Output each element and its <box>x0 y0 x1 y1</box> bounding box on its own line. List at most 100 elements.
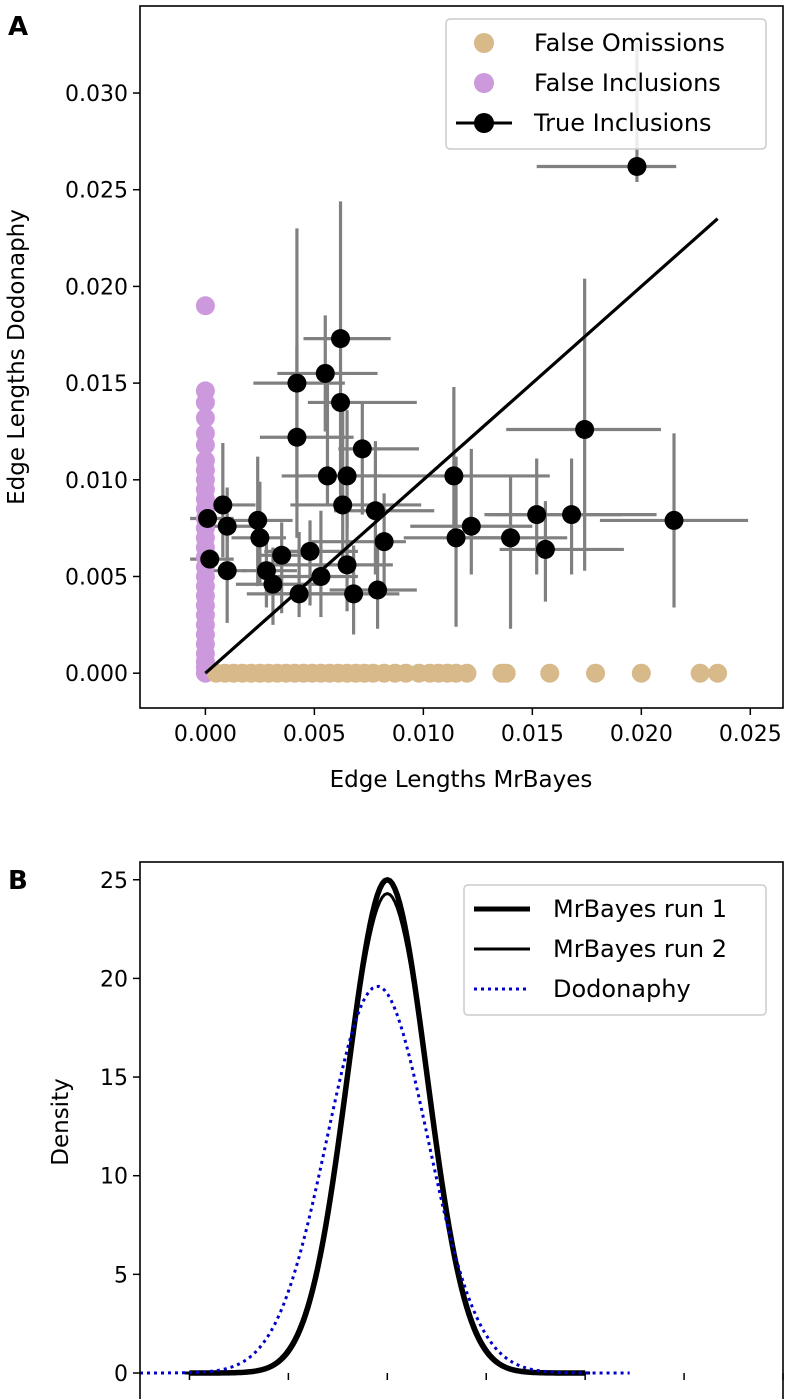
panel-b-y-tick-label: 0 <box>114 1362 128 1387</box>
false-omission-point <box>631 663 651 683</box>
true-inclusion-point <box>501 528 521 548</box>
panel-a-legend-box <box>445 18 767 150</box>
false-inclusion-point <box>195 435 215 455</box>
true-inclusion-point <box>217 561 237 581</box>
true-inclusion-point <box>317 466 337 486</box>
true-inclusion-point <box>446 528 466 548</box>
true-inclusion-point <box>575 420 595 440</box>
panel-a-y-tick-label: 0.020 <box>65 275 128 300</box>
true-inclusion-point <box>562 505 582 525</box>
panel-b-legend-box <box>463 884 767 1016</box>
true-inclusion-point <box>333 495 353 515</box>
false-omission-point <box>396 663 416 683</box>
panel-a-x-tick-label: 0.020 <box>610 722 673 747</box>
false-omission-point <box>690 663 710 683</box>
legend-marker-false-omissions <box>474 33 494 53</box>
false-omission-point <box>540 663 560 683</box>
true-inclusion-point <box>664 510 684 530</box>
true-inclusion-point <box>344 584 364 604</box>
legend-label-mrbayes-run-1: MrBayes run 1 <box>553 895 727 923</box>
panel-b-y-tick-label: 5 <box>114 1263 128 1288</box>
panel-a-x-tick-label: 0.025 <box>719 722 782 747</box>
true-inclusion-point <box>248 510 268 530</box>
panel-b-y-tick-label: 15 <box>100 1066 128 1091</box>
panel-a-y-tick-label: 0.030 <box>65 82 128 107</box>
panel-b-y-tick-label: 25 <box>100 869 128 894</box>
panel-a-x-tick-label: 0.005 <box>283 722 346 747</box>
true-inclusion-error-bar <box>338 402 419 515</box>
panel-b-frame <box>139 861 784 1399</box>
panel-b-y-axis: 0 5 10 15 20 25 <box>100 869 140 1387</box>
true-inclusion-point <box>289 584 309 604</box>
true-inclusion-point <box>256 561 276 581</box>
true-inclusion-point <box>337 466 357 486</box>
false-omission-point <box>586 663 606 683</box>
panel-a-legend: False Omissions False Inclusions True In… <box>445 18 767 150</box>
true-inclusion-point <box>272 545 292 565</box>
panel-a-y-tick-label: 0.010 <box>65 469 128 494</box>
true-inclusion-point <box>311 566 331 586</box>
true-inclusion-point <box>331 329 351 349</box>
true-inclusion-point <box>300 541 320 561</box>
density-curve-dodonaphy <box>140 984 630 1375</box>
panel-a-x-tick-label: 0.000 <box>174 722 237 747</box>
true-inclusion-error-bar <box>303 201 391 347</box>
panel-a-y-tick-label: 0.000 <box>65 662 128 687</box>
legend-label-mrbayes-run-2: MrBayes run 2 <box>553 935 727 963</box>
true-inclusion-point <box>365 501 385 521</box>
panel-a-y-axis-label: Edge Lengths Dodonaphy <box>4 209 30 505</box>
panel-b-legend: MrBayes run 1 MrBayes run 2 Dodonaphy <box>463 884 767 1016</box>
legend-marker-false-inclusions <box>474 73 494 93</box>
true-inclusion-point <box>352 439 372 459</box>
panel-a-x-axis: 0.000 0.005 0.010 0.015 0.020 0.025 <box>174 708 782 747</box>
panel-a-y-axis: 0.000 0.005 0.010 0.015 0.020 0.025 0.030 <box>65 82 140 687</box>
true-inclusion-point <box>198 508 218 528</box>
true-inclusion-point <box>200 549 220 569</box>
panel-b-x-axis <box>188 1373 784 1380</box>
true-inclusion-point <box>444 466 464 486</box>
false-inclusion-point <box>195 408 215 428</box>
panel-b-y-tick-label: 10 <box>100 1165 128 1190</box>
true-inclusion-point <box>287 373 307 393</box>
legend-label-false-inclusions: False Inclusions <box>534 69 721 97</box>
identity-line <box>204 217 719 675</box>
legend-marker-true-inclusions <box>474 113 494 133</box>
true-inclusion-point <box>250 528 270 548</box>
panel-a-x-tick-label: 0.010 <box>392 722 455 747</box>
panel-a-frame <box>139 5 784 709</box>
true-inclusion-point <box>374 532 394 552</box>
true-inclusion-point <box>213 495 233 515</box>
legend-label-false-omissions: False Omissions <box>534 29 725 57</box>
panel-b-y-axis-label: Density <box>48 1078 74 1165</box>
panel-b-label: B <box>8 866 28 896</box>
true-inclusion-point <box>527 505 547 525</box>
true-inclusion-point <box>217 516 237 536</box>
panel-b: B 0 5 10 15 20 25 Density MrBayes run 1 MrBay… <box>8 861 784 1399</box>
panel-a-y-tick-label: 0.025 <box>65 179 128 204</box>
true-inclusion-point <box>287 427 307 447</box>
true-inclusion-point <box>461 516 481 536</box>
legend-label-true-inclusions: True Inclusions <box>533 109 712 137</box>
false-omission-point <box>457 663 477 683</box>
true-inclusion-point <box>627 157 647 177</box>
true-inclusion-point <box>315 363 335 383</box>
true-inclusion-point <box>331 392 351 412</box>
density-curve-mrbayes-run-2 <box>184 892 591 1375</box>
false-omission-point <box>708 663 728 683</box>
true-inclusion-point <box>337 555 357 575</box>
panel-b-y-tick-label: 20 <box>100 967 128 992</box>
legend-label-dodonaphy: Dodonaphy <box>553 975 691 1003</box>
false-inclusion-point <box>195 296 215 316</box>
panel-a-label: A <box>8 12 28 42</box>
true-inclusion-error-bar <box>253 228 345 500</box>
panel-a-y-tick-label: 0.015 <box>65 372 128 397</box>
false-omission-point <box>496 663 516 683</box>
panel-a-x-axis-label: Edge Lengths MrBayes <box>330 767 593 793</box>
panel-b-plot-area <box>140 877 630 1376</box>
true-inclusion-point <box>535 539 555 559</box>
false-inclusion-point <box>195 392 215 412</box>
panel-a-y-tick-label: 0.005 <box>65 565 128 590</box>
true-inclusion-point <box>368 580 388 600</box>
panel-a-plot-area <box>190 42 749 683</box>
